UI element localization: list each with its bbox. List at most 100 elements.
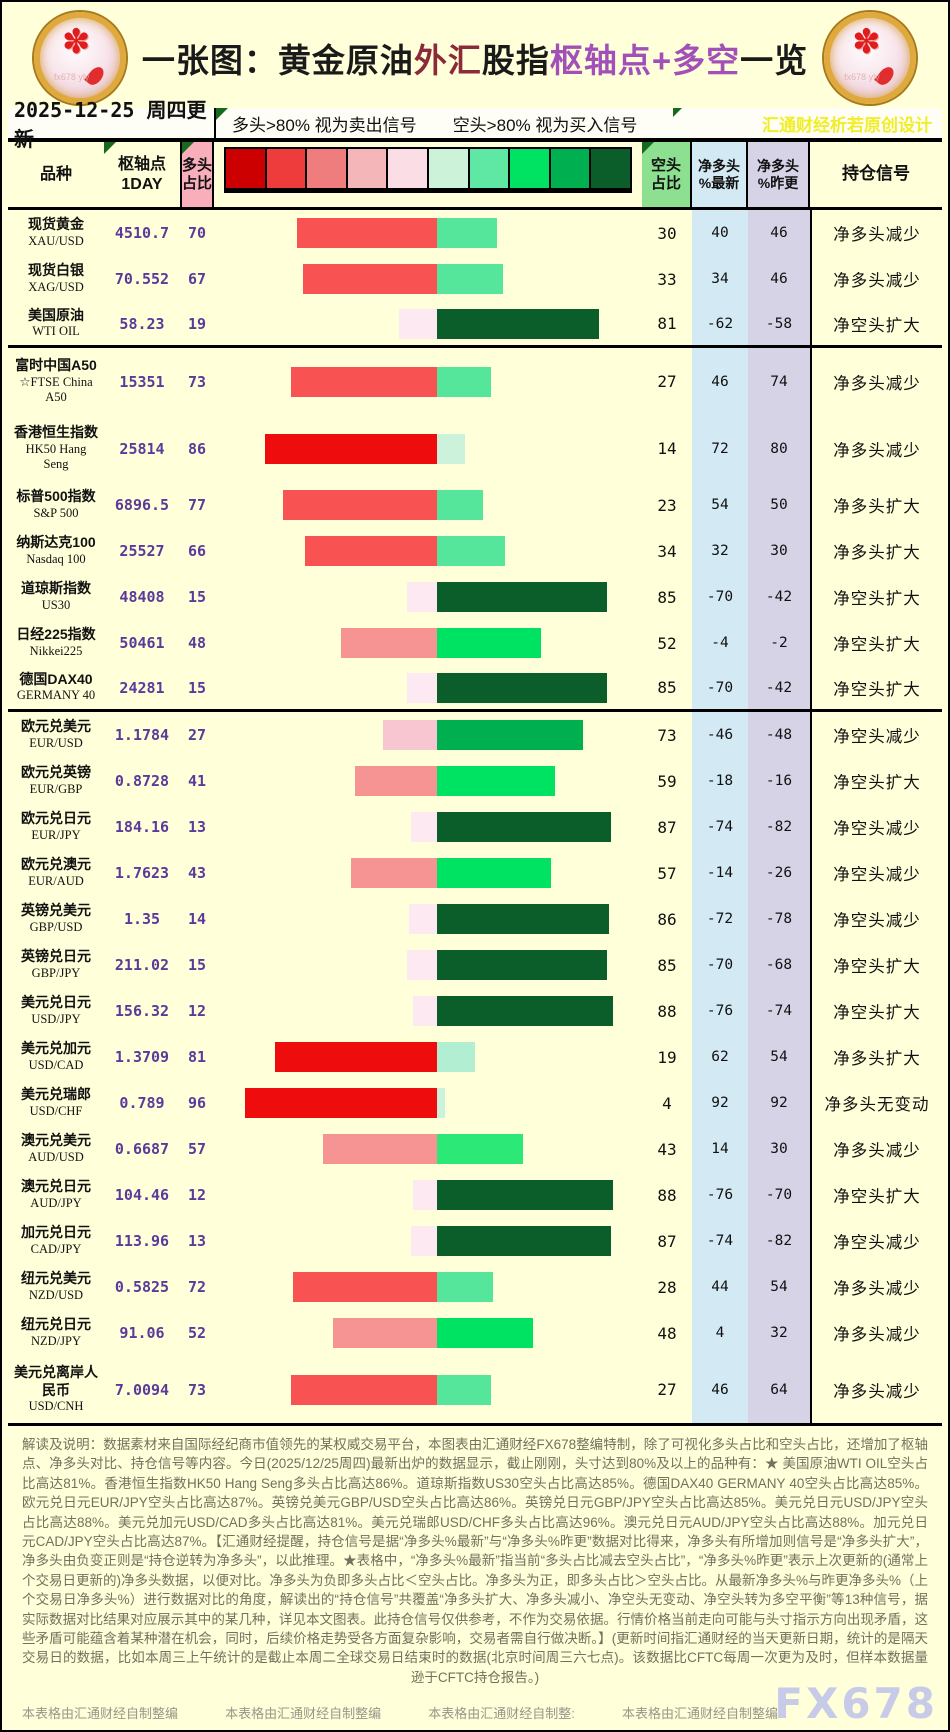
long-pct-cell: 81 [187, 1048, 207, 1066]
name-line: 美元兑加元 [21, 1040, 91, 1057]
title-segment: 股指 [481, 42, 550, 79]
table-row: 香港恒生指数 HK50 Hang Seng 25814 86 14 72 80 净多头减少 [8, 415, 942, 482]
pivot-cell: 24281 [119, 678, 165, 697]
long-bar [303, 264, 437, 294]
net-prev-cell: -26 [748, 850, 810, 896]
long-bar [407, 582, 437, 612]
table-row: 现货白银 XAG/USD 70.552 67 33 34 46 净多头减少 [8, 256, 942, 302]
short-bar [437, 858, 551, 888]
short-pct-cell: 85 [657, 587, 677, 607]
name-cell: 标普500指数 S&P 500 [8, 488, 104, 521]
short-bar [437, 996, 613, 1026]
short-pct-cell: 88 [657, 1185, 677, 1205]
table-row: 英镑兑美元 GBP/USD 1.35 14 86 -72 -78 净空头减少 [8, 896, 942, 942]
pivot-cell: 25814 [119, 439, 165, 458]
net-prev-cell: -74 [748, 988, 810, 1034]
short-pct-cell: 27 [657, 372, 677, 391]
scale-swatch [388, 149, 429, 188]
pivot-cell: 156.32 [114, 1002, 170, 1020]
net-latest-cell: -70 [692, 942, 748, 988]
name-line: XAU/USD [28, 233, 84, 248]
net-prev-cell: 46 [748, 210, 810, 256]
table-row: 澳元兑日元 AUD/JPY 104.46 12 88 -76 -70 净空头扩大 [8, 1172, 942, 1218]
net-prev-cell: -78 [748, 896, 810, 942]
ratio-bar-cell [214, 1310, 642, 1356]
net-prev-cell: 46 [748, 256, 810, 302]
fx678-logo-right: ✽ fx678 yly [824, 12, 917, 104]
scale-swatch [307, 149, 348, 188]
table-row: 德国DAX40 GERMANY 40 24281 15 85 -70 -42 净空头扩大 [8, 666, 942, 712]
table-header: 品种 枢轴点 1DAY 多头 占比 空头 占比 净多头 %最新 净多头 %昨更 … [8, 142, 942, 210]
ratio-bar-cell [214, 620, 642, 666]
net-latest-cell: -70 [692, 574, 748, 620]
header-short-line1: 空头 [650, 156, 681, 174]
signal-cell: 净空头扩大 [810, 620, 942, 666]
net-latest-cell: 54 [692, 482, 748, 528]
long-bar [293, 1272, 437, 1302]
name-cell: 现货白银 XAG/USD [8, 262, 104, 295]
long-bar [409, 904, 437, 934]
name-line: GBP/USD [29, 919, 83, 934]
name-line: 纽元兑美元 [21, 1270, 91, 1287]
name-line: CAD/JPY [30, 1241, 82, 1256]
long-pct-cell: 66 [187, 542, 207, 560]
scale-swatch [510, 149, 551, 188]
footer-note: 解读及说明：数据素材来自国际经纪商市值领先的某权威交易平台，本图表由汇通财经FX… [22, 1437, 929, 1685]
header-net-prev-line1: 净多头 [757, 157, 799, 174]
long-pct-cell: 86 [187, 439, 207, 458]
net-latest-cell: 40 [692, 210, 748, 256]
short-bar [437, 672, 607, 703]
name-cell: 欧元兑美元 EUR/USD [8, 718, 104, 751]
name-cell: 美元兑加元 USD/CAD [8, 1040, 104, 1073]
logo-watermark: fx678 yly [53, 72, 90, 82]
pivot-cell: 1.35 [123, 910, 161, 928]
net-prev-cell: -58 [748, 302, 810, 345]
long-pct-cell: 73 [187, 1380, 207, 1399]
short-bar [437, 904, 609, 934]
name-line: GERMANY 40 [16, 688, 96, 703]
long-pct-cell: 19 [187, 314, 207, 333]
long-pct-cell: 13 [187, 1232, 207, 1250]
short-pct-cell: 59 [657, 771, 677, 791]
short-pct-cell: 88 [657, 1001, 677, 1021]
table-row: 欧元兑美元 EUR/USD 1.1784 27 73 -46 -48 净空头减少 [8, 712, 942, 758]
scale-swatch [347, 149, 389, 188]
net-latest-cell: 92 [692, 1080, 748, 1126]
signal-cell: 净空头扩大 [810, 988, 942, 1034]
name-cell: 澳元兑美元 AUD/USD [8, 1132, 104, 1165]
long-pct-cell: 13 [187, 818, 207, 836]
long-bar [275, 1042, 437, 1072]
pivot-cell: 113.96 [114, 1232, 170, 1250]
net-latest-cell: -74 [692, 804, 748, 850]
page-title: 一张图：黄金原油外汇股指枢轴点+多空一览 [142, 34, 808, 82]
signal-cell: 净多头减少 [810, 1356, 942, 1423]
legend-long-rule: 多头>80% 视为卖出信号 [232, 115, 417, 135]
signal-cell: 净空头减少 [810, 1218, 942, 1264]
info-strip: 2025-12-25 周四更新 多头>80% 视为卖出信号 空头>80% 视为买… [8, 98, 942, 151]
name-cell: 澳元兑日元 AUD/JPY [8, 1178, 104, 1211]
table-row: 纳斯达克100 Nasdaq 100 25527 66 34 32 30 净多头扩大 [8, 528, 942, 574]
table-row: 美元兑日元 USD/JPY 156.32 12 88 -76 -74 净空头扩大 [8, 988, 942, 1034]
name-line: HK50 Hang [25, 441, 87, 456]
long-bar [413, 1180, 437, 1210]
net-prev-cell: -42 [748, 574, 810, 620]
long-pct-cell: 96 [187, 1094, 207, 1112]
net-latest-cell: -72 [692, 896, 748, 942]
signal-cell: 净多头扩大 [810, 1034, 942, 1080]
long-bar [305, 536, 437, 566]
scale-swatch [226, 149, 267, 188]
title-segment: 一览 [740, 42, 809, 79]
short-pct-cell: 4 [662, 1093, 672, 1113]
table-row: 富时中国A50 ☆FTSE China A50 15351 73 27 46 74 净多头减少 [8, 348, 942, 415]
table-row: 纽元兑美元 NZD/USD 0.5825 72 28 44 54 净多头减少 [8, 1264, 942, 1310]
pivot-cell: 70.552 [114, 270, 170, 288]
long-bar [351, 858, 437, 888]
net-prev-cell: -82 [748, 1218, 810, 1264]
header-short-line2: 占比 [650, 174, 681, 192]
table-row: 美元兑瑞郎 USD/CHF 0.789 96 4 92 92 净多头无变动 [8, 1080, 942, 1126]
name-cell: 英镑兑日元 GBP/JPY [8, 948, 104, 981]
short-bar [437, 490, 483, 520]
long-bar [245, 1088, 437, 1118]
header-net-latest-line1: 净多头 [698, 157, 740, 174]
header-pivot-line1: 枢轴点 [117, 156, 166, 174]
